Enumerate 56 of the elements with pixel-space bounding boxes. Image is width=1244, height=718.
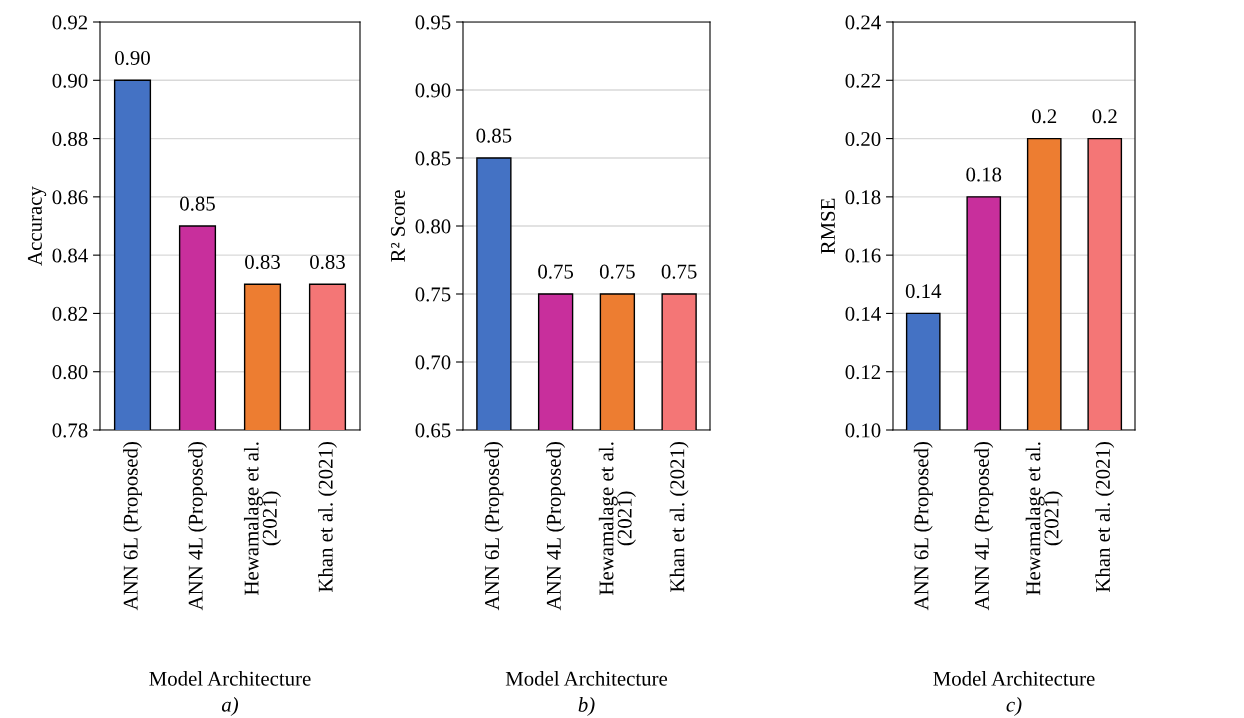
y-tick-label: 0.75	[415, 287, 451, 302]
y-tick-label: 0.84	[52, 248, 88, 263]
y-tick-label: 0.24	[845, 15, 881, 30]
data-label: 0.85	[476, 128, 512, 143]
y-tick-label: 0.80	[415, 219, 451, 234]
x-axis-title: Model Architecture	[149, 671, 311, 686]
x-tick-label: ANN 6L (Proposed)	[913, 442, 933, 611]
x-tick-label: Khan et al. (2021)	[669, 442, 689, 593]
y-tick-label: 0.14	[845, 306, 881, 321]
data-label: 0.83	[245, 254, 280, 270]
y-tick-label: 0.86	[52, 190, 88, 205]
x-tick-label: ANN 4L (Proposed)	[546, 442, 566, 611]
y-tick-label: 0.95	[415, 15, 451, 30]
y-tick-label: 0.78	[52, 423, 88, 438]
y-tick-label: 0.82	[52, 306, 88, 321]
x-tick-label: Hewamalage et al. (2021)	[1025, 442, 1063, 595]
y-tick-label: 0.16	[845, 248, 881, 263]
data-label: 0.2	[1092, 109, 1117, 124]
data-label: 0.75	[661, 264, 697, 279]
y-tick-label: 0.92	[52, 15, 88, 30]
y-tick-label: 0.65	[415, 423, 451, 438]
text: b)	[578, 697, 595, 716]
x-tick-label: ANN 4L (Proposed)	[974, 442, 994, 611]
x-tick-label: Khan et al. (2021)	[318, 442, 337, 593]
y-tick-label: 0.88	[52, 131, 88, 147]
data-label: 0.18	[966, 167, 1002, 182]
y-tick-label: 0.85	[415, 151, 451, 166]
y-tick-label: 0.90	[415, 83, 451, 98]
y-axis-title: Accuracy	[27, 186, 47, 266]
x-tick-label: Khan et al. (2021)	[1095, 442, 1115, 593]
y-tick-label: 0.70	[415, 355, 451, 370]
x-axis-title: Model Architecture	[505, 671, 668, 686]
x-axis-title: Model Architecture	[933, 671, 1095, 686]
data-label: 0.75	[538, 264, 574, 279]
data-label: 0.85	[180, 196, 215, 211]
data-label: 0.83	[310, 254, 345, 270]
data-label: 0.2	[1032, 109, 1057, 124]
y-axis-title: RMSE	[820, 198, 835, 254]
data-label: 0.14	[905, 284, 942, 299]
x-tick-label: ANN 6L (Proposed)	[484, 442, 504, 611]
data-label: 0.90	[115, 50, 150, 66]
y-tick-label: 0.20	[845, 131, 881, 147]
y-tick-label: 0.22	[845, 73, 881, 88]
text: a)	[221, 697, 239, 716]
text: c)	[1006, 697, 1022, 716]
data-label: 0.75	[599, 264, 635, 279]
x-tick-label: Hewamalage et al. (2021)	[243, 442, 282, 595]
y-tick-label: 0.12	[845, 365, 881, 380]
y-tick-label: 0.10	[845, 423, 881, 438]
y-axis-title: R² Score	[390, 190, 405, 262]
x-tick-label: ANN 6L (Proposed)	[123, 442, 142, 611]
y-tick-label: 0.18	[845, 190, 881, 205]
x-tick-label: Hewamalage et al. (2021)	[598, 442, 636, 595]
x-tick-label: ANN 4L (Proposed)	[188, 442, 207, 611]
y-tick-label: 0.90	[52, 73, 88, 88]
y-tick-label: 0.80	[52, 365, 88, 380]
